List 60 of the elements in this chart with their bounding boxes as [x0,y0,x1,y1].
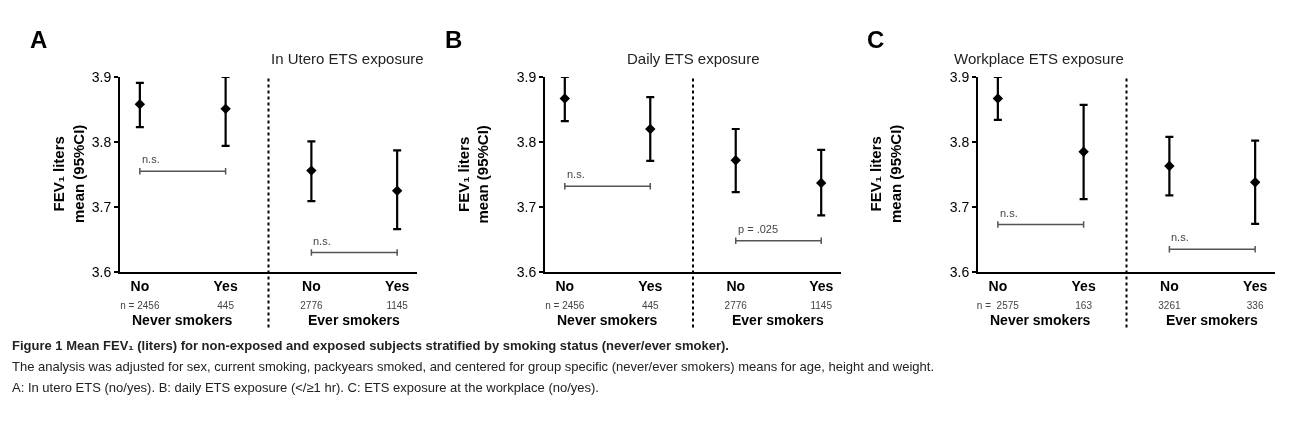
annotation: n.s. [313,235,331,247]
point [992,93,1004,104]
y-tick-label: 3.8 [949,133,970,150]
x-tick-label: Yes 336 [1243,277,1268,311]
caption: Figure 1 Mean FEV₁ (liters) for non-exposed and exposed subjects stratified by smoking status (never/ever smoker). [12,338,729,353]
x-tick-label: No n = 2456 [120,277,160,311]
y-tick-label: 3.6 [516,263,537,280]
text: C [867,26,885,53]
y-axis-title: FEV₁ liters mean (95%CI) [50,124,87,223]
text: The analysis was adjusted for sex, current smoking, packyears smoked, and centered for group specific (never/ever smokers) means for age, height and weight. [12,359,935,374]
point [559,93,570,104]
point [220,103,231,115]
text: B [445,26,463,53]
y-axis-title: FEV₁ liters mean (95%CI) [867,124,904,223]
chart-title: Workplace ETS exposure [954,50,1124,67]
x-tick-label: No n = 2456 [545,277,585,311]
text: Ever smokers [732,312,825,328]
x-tick-label: Yes 1145 [385,277,410,311]
chart-title: Daily ETS exposure [627,50,760,67]
point [306,165,317,176]
x-tick-label: Yes 163 [1071,277,1096,311]
annotation: p = .025 [738,223,779,235]
point [1249,177,1261,188]
annotation: n.s. [567,168,585,180]
y-tick-label: 3.9 [91,68,112,85]
text: Never smokers [132,312,233,328]
point [816,177,827,189]
point [645,123,656,135]
x-tick-label: No 2776 [724,277,748,311]
point [1164,160,1175,172]
annotation: n.s. [142,153,160,165]
y-tick-label: 3.8 [516,133,537,150]
y-tick-label: 3.6 [91,263,112,280]
y-tick-label: 3.9 [516,68,537,85]
chart-title: In Utero ETS exposure [271,50,424,67]
text: A: In utero ETS (no/yes). B: daily ETS exposure (</≥1 hr). C: ETS exposure at the workplace (no/yes). [12,380,599,395]
y-tick-label: 3.7 [91,198,112,215]
y-tick-label: 3.6 [949,263,970,280]
y-tick-label: 3.8 [91,133,112,150]
x-tick-label: No 3261 [1158,277,1181,311]
y-tick-label: 3.7 [516,198,537,215]
x-tick-label: Yes 1145 [809,277,834,311]
annotation: n.s. [1171,231,1189,243]
point [1078,146,1089,157]
x-tick-label: Yes 445 [213,277,238,311]
x-tick-label: Yes 445 [638,277,663,311]
text: Never smokers [990,312,1091,328]
text: Ever smokers [1166,312,1259,328]
point [730,155,741,166]
text: Never smokers [557,312,658,328]
y-tick-label: 3.7 [949,198,970,215]
y-tick-label: 3.9 [949,68,970,85]
text: A [30,26,48,53]
point [391,185,403,196]
x-tick-label: No 2776 [300,277,323,311]
point [134,99,146,110]
y-axis-title: FEV₁ liters mean (95%CI) [454,125,491,224]
x-tick-label: No n = 2575 [976,277,1020,311]
text: Ever smokers [308,312,401,328]
annotation: n.s. [1000,207,1018,219]
